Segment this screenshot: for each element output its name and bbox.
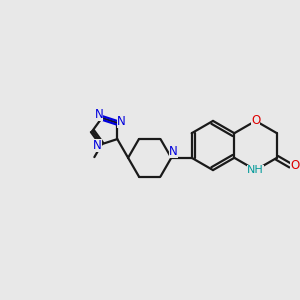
Text: O: O [251, 114, 260, 128]
Text: O: O [290, 159, 299, 172]
Text: N: N [169, 145, 178, 158]
Text: NH: NH [247, 165, 264, 176]
Text: N: N [93, 139, 102, 152]
Text: N: N [117, 115, 126, 128]
Text: N: N [94, 108, 103, 122]
